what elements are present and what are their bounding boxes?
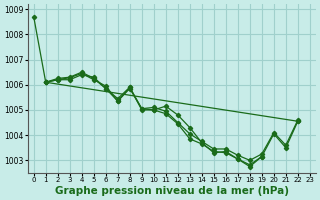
X-axis label: Graphe pression niveau de la mer (hPa): Graphe pression niveau de la mer (hPa) [55, 186, 289, 196]
